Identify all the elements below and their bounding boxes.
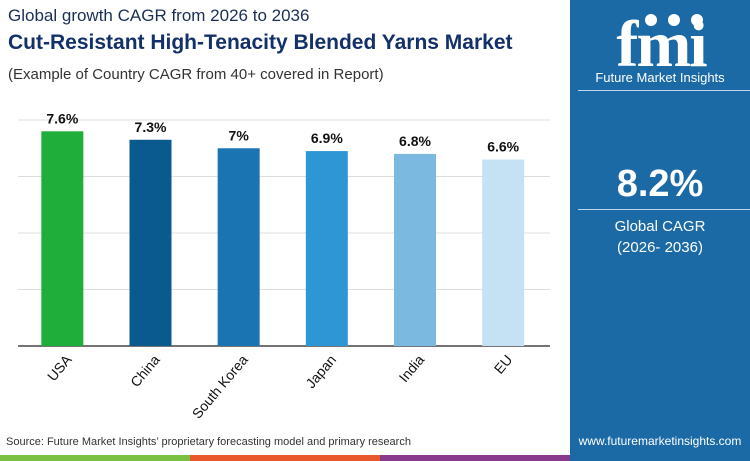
bar-south-korea [217,148,260,346]
x-tick-label: Japan [302,352,339,392]
data-label: 7.6% [46,110,78,126]
global-cagr-label: Global CAGR [614,218,706,235]
x-tick-label: USA [44,351,75,384]
chart-title: Cut-Resistant High-Tenacity Blended Yarn… [8,31,513,54]
data-label: 6.6% [487,139,519,155]
chart-subtitle: Global growth CAGR from 2026 to 2036 [8,6,310,25]
bar-china [129,139,172,346]
divider [578,90,750,91]
bar-india [394,153,436,346]
bar-japan [305,151,348,346]
x-tick-label: China [127,351,163,389]
data-label: 6.9% [311,130,343,146]
x-tick-label: India [396,351,428,385]
website-link[interactable]: www.futuremarketinsights.com [578,434,742,448]
stripe-green [0,455,190,461]
side-panel: fmi Future Market Insights 8.2% Global C… [570,0,750,461]
divider [578,209,750,210]
data-label: 7.3% [135,119,167,135]
x-tick-label: South Korea [189,351,251,421]
color-stripe [0,455,570,461]
stripe-purple [380,455,570,461]
source-note: Source: Future Market Insights’ propriet… [6,436,411,448]
stripe-orange [190,455,380,461]
data-label: 6.8% [399,133,431,149]
x-tick-label: EU [491,352,516,377]
bar-eu [482,159,525,346]
data-label: 7% [229,127,250,143]
global-cagr-period: (2026- 2036) [617,239,703,256]
bar-chart: 7.6% USA 7.3% China 7% South Korea 6.9% Japan 6.… [18,110,550,422]
brand-name: Future Market Insights [595,70,725,85]
chart-note: (Example of Country CAGR from 40+ covere… [8,66,384,83]
bar-usa [41,131,84,346]
global-cagr-value: 8.2% [616,163,704,205]
fmi-logo: fmi [616,8,709,70]
